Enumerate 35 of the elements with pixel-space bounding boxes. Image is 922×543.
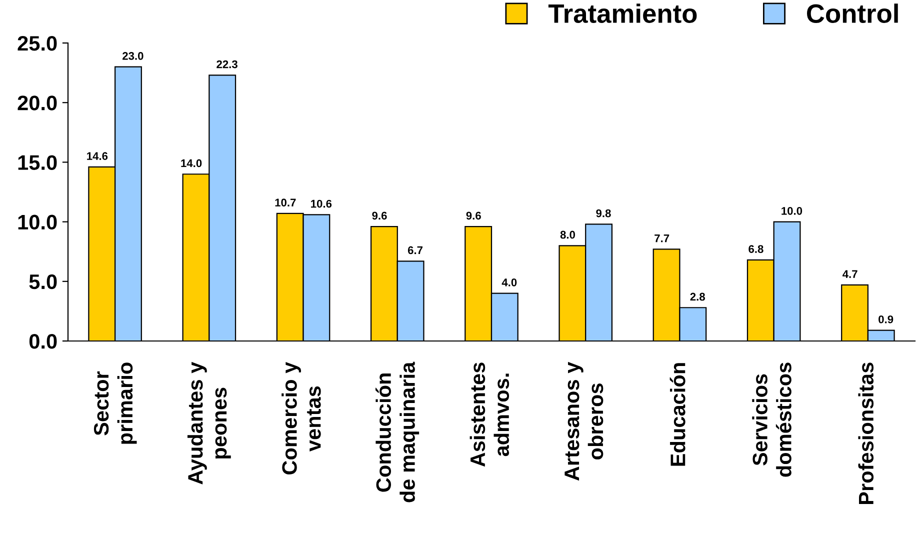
data-label: 14.0 (181, 159, 202, 168)
y-tick-label: 5.0 (29, 274, 57, 290)
data-label: 23.0 (122, 52, 144, 60)
data-label: 14.6 (87, 152, 108, 160)
data-label: 6.7 (408, 246, 423, 254)
x-tick-label: Sector primario (94, 362, 137, 444)
y-tick-label: 20.0 (18, 96, 57, 110)
data-label: 7.7 (654, 234, 670, 242)
data-label: 0.9 (878, 315, 894, 324)
y-tick-label: 15.0 (18, 155, 57, 170)
data-label: 10.6 (311, 200, 332, 208)
y-tick-label: 0.0 (29, 334, 57, 349)
y-tick-label: 10.0 (18, 214, 57, 230)
x-tick-label: Conducción de maquinaria (376, 362, 420, 502)
data-label: 9.8 (596, 209, 611, 218)
x-tick-label: Profesionsitas (858, 362, 874, 504)
data-label: 9.6 (466, 212, 481, 220)
legend-label: Control (807, 4, 898, 23)
x-tick-label: Educación (670, 363, 686, 466)
x-tick-label: Comercio y ventas (282, 362, 321, 474)
data-label: 10.0 (782, 206, 802, 215)
x-tick-label: Servicios domésticos (752, 362, 792, 477)
data-label: 9.6 (372, 212, 387, 220)
data-label: 10.7 (275, 198, 296, 206)
x-tick-label: Ayudantes y peones (187, 362, 231, 484)
data-label: 2.8 (690, 292, 705, 301)
data-label: 4.7 (842, 270, 858, 278)
y-tick-label: 25.0 (18, 36, 57, 51)
data-label: 4.0 (502, 278, 517, 286)
data-label: 6.8 (748, 245, 764, 253)
legend-label: Tratamiento (548, 4, 697, 23)
x-tick-label: Asistentes admvos. (470, 362, 510, 467)
data-label: 8.0 (560, 230, 575, 239)
x-tick-label: Artesanos y obreros (564, 362, 604, 481)
data-label: 22.3 (216, 60, 238, 68)
